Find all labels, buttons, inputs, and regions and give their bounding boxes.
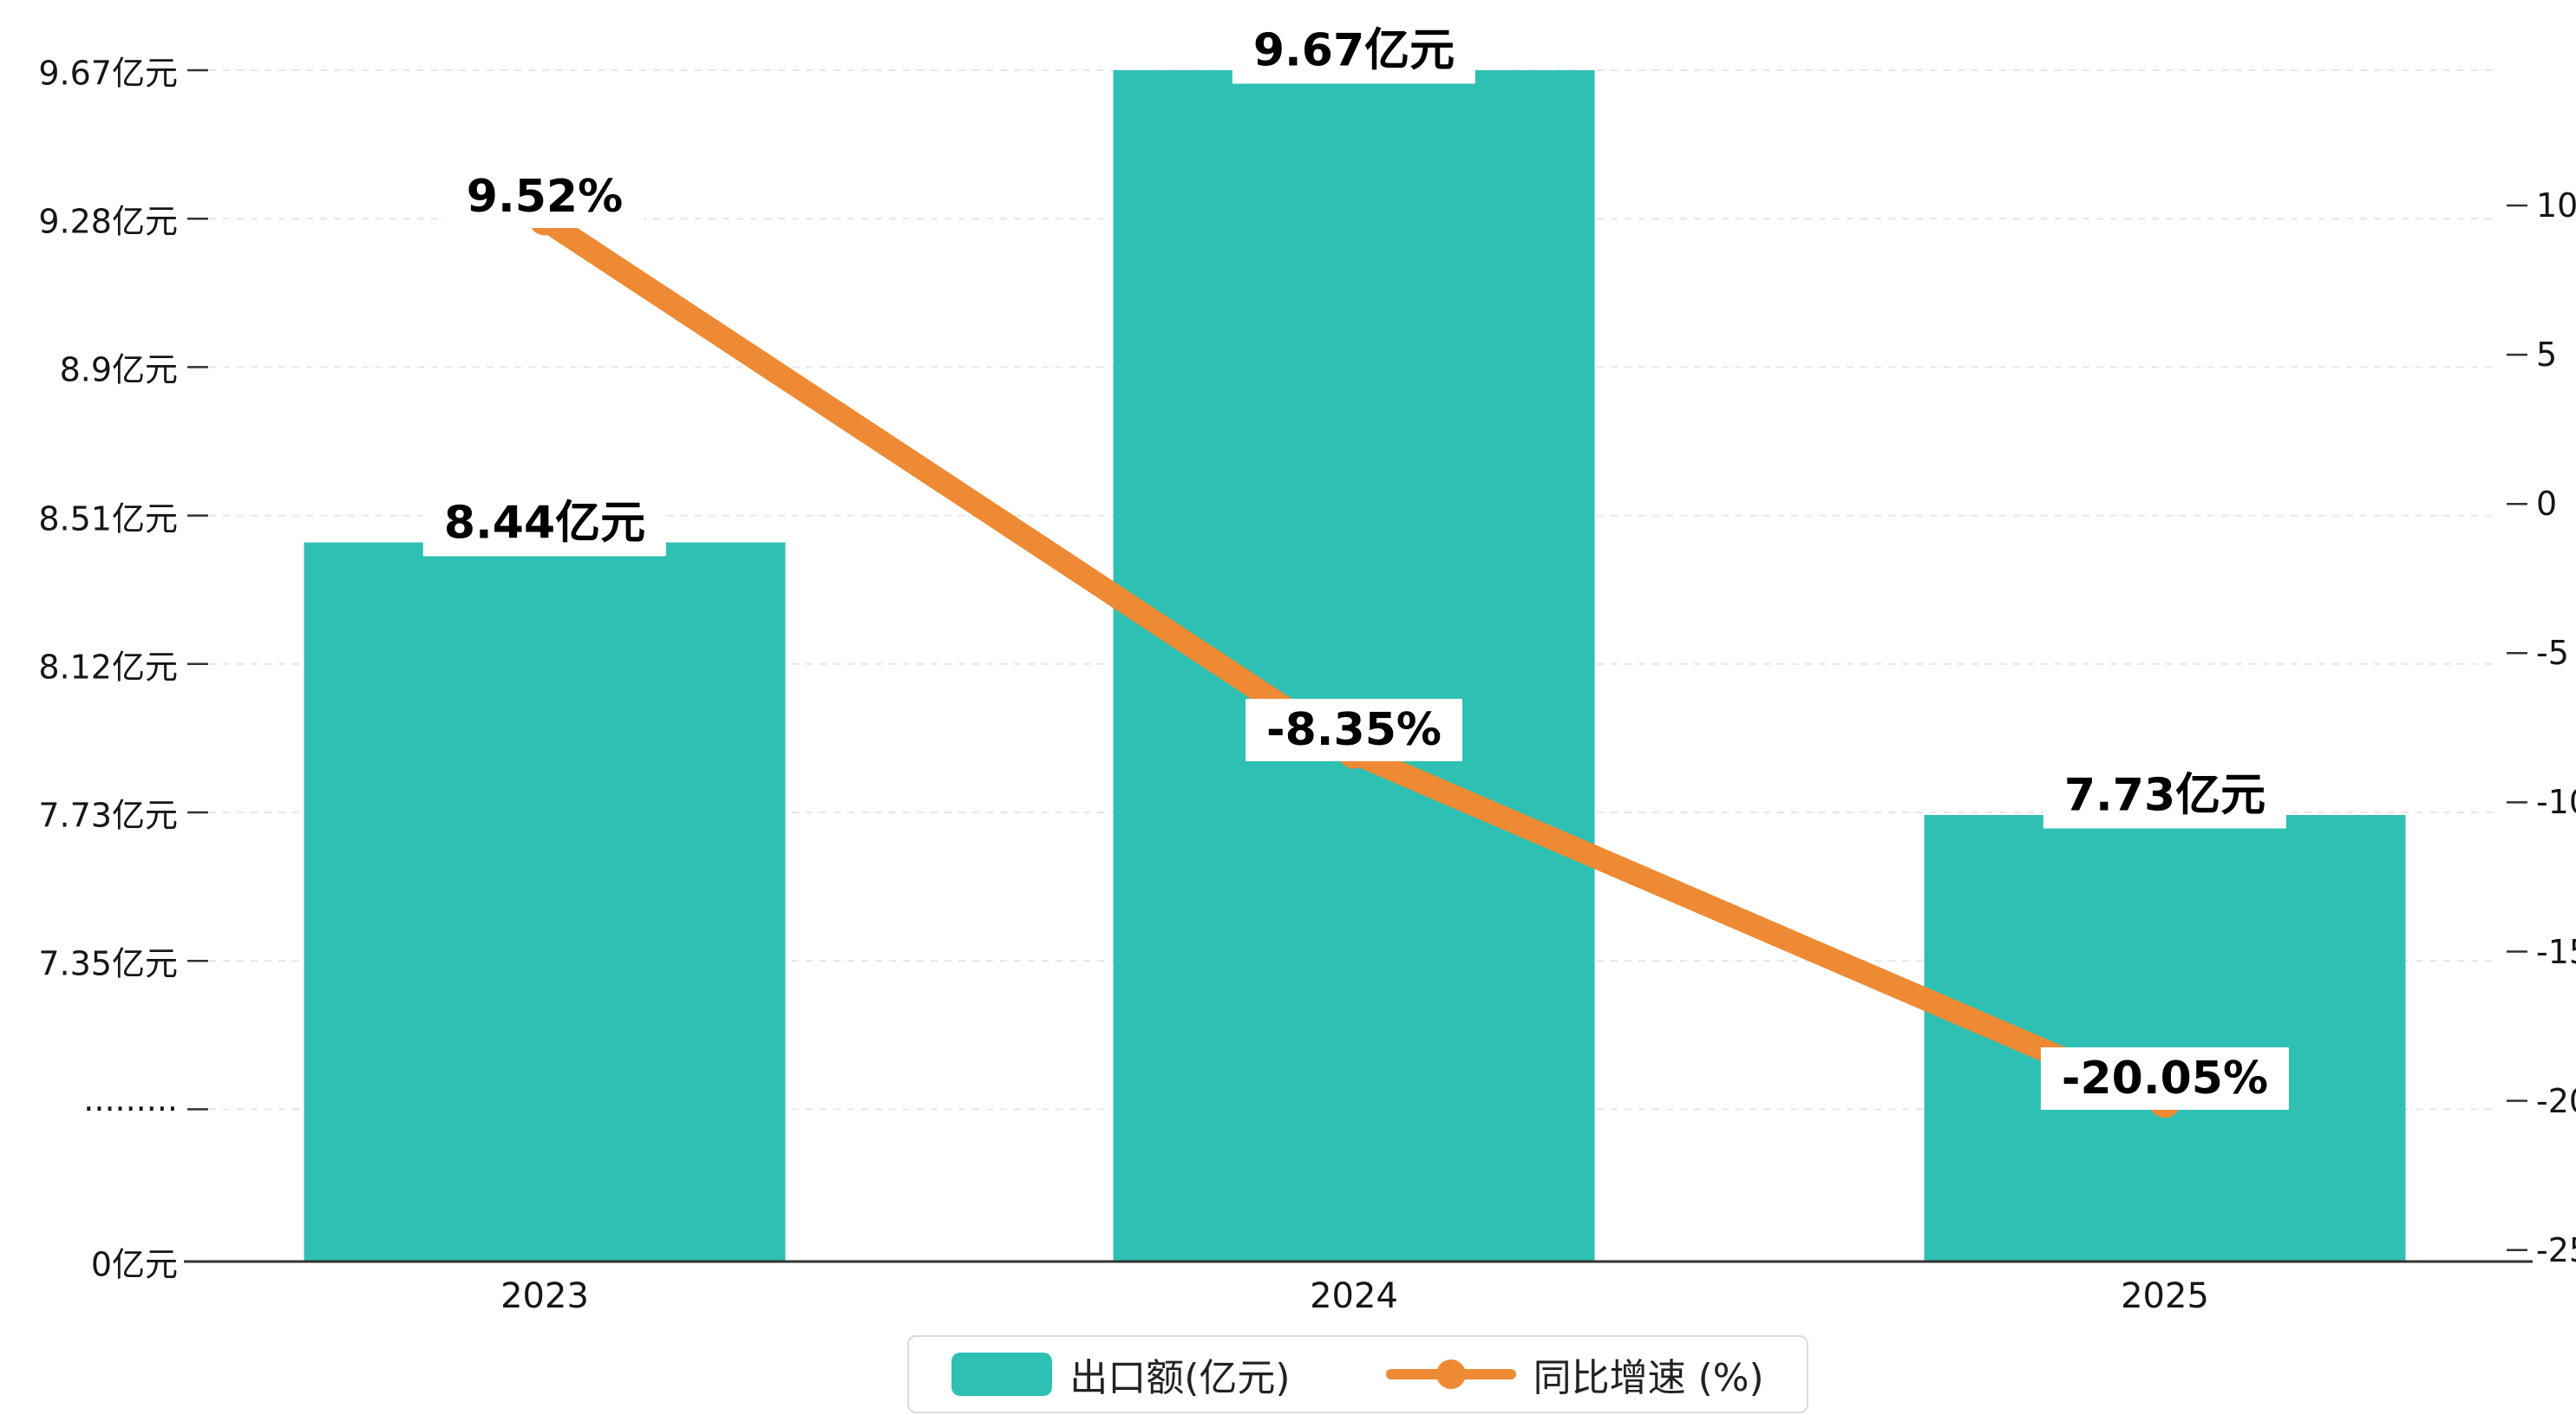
- bar-2024[interactable]: [1113, 70, 1595, 1262]
- line-marker-2024: [1338, 737, 1370, 769]
- line-series-swatch-icon: [1385, 1359, 1516, 1390]
- legend-item-export-value[interactable]: 出口额(亿元): [951, 1347, 1291, 1402]
- bar-2023[interactable]: [304, 542, 786, 1262]
- line-marker-2023: [529, 204, 560, 236]
- line-marker-2025: [2149, 1086, 2180, 1118]
- legend: 出口额(亿元) 同比增速 (%): [907, 1335, 1808, 1413]
- legend-label-growth-rate: 同比增速 (%): [1533, 1356, 1764, 1400]
- bar-series-swatch-icon: [951, 1353, 1053, 1396]
- legend-item-growth-rate[interactable]: 同比增速 (%): [1385, 1347, 1764, 1402]
- legend-label-export-value: 出口额(亿元): [1069, 1356, 1291, 1400]
- line-swatch-marker-icon: [1435, 1360, 1466, 1389]
